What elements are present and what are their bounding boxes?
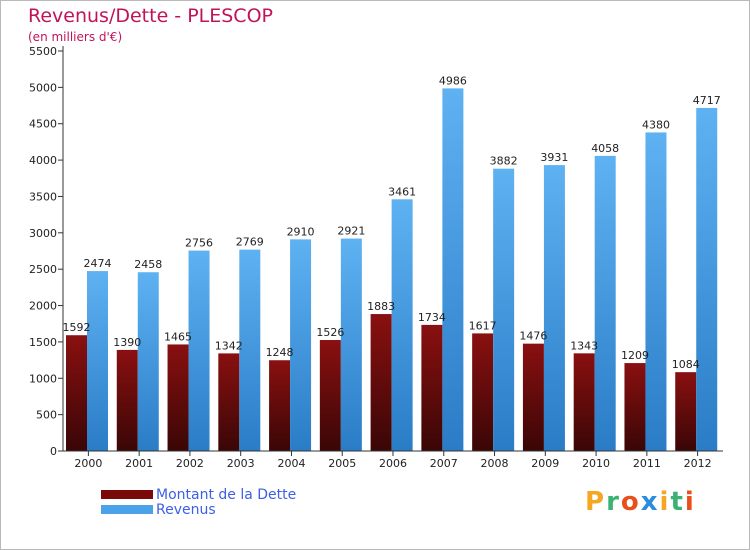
bar-revenus: [645, 132, 667, 452]
data-label-dette: 1617: [469, 319, 497, 332]
y-tick-label: 0: [50, 445, 57, 458]
data-label-dette: 1084: [672, 358, 700, 371]
x-tick-label: 2001: [125, 457, 153, 470]
bar-revenus: [696, 107, 718, 451]
data-label-dette: 1248: [266, 346, 294, 359]
data-label-dette: 1465: [164, 330, 192, 343]
chart-subtitle: (en milliers d'€): [28, 30, 123, 44]
data-label-revenus: 2910: [287, 225, 315, 238]
bar-revenus: [290, 239, 312, 451]
bar-dette: [218, 353, 240, 451]
data-label-dette: 1342: [215, 339, 243, 352]
bar-dette: [624, 363, 646, 451]
data-label-dette: 1734: [418, 311, 446, 324]
bar-dette: [675, 372, 697, 451]
data-label-revenus: 2921: [337, 225, 365, 238]
logo-letter: r: [606, 487, 621, 517]
x-tick-label: 2009: [531, 457, 559, 470]
bar-dette: [269, 360, 291, 451]
x-tick-label: 2010: [582, 457, 610, 470]
logo-letter: x: [640, 487, 660, 517]
bar-dette: [370, 314, 392, 451]
x-tick-label: 2003: [227, 457, 255, 470]
data-label-revenus: 2458: [134, 258, 162, 271]
x-tick-label: 2006: [379, 457, 407, 470]
bar-revenus: [543, 165, 565, 452]
x-tick-label: 2005: [328, 457, 356, 470]
bar-dette: [421, 324, 443, 451]
x-tick-label: 2012: [684, 457, 712, 470]
data-label-revenus: 4717: [693, 94, 721, 107]
y-tick-label: 2500: [29, 263, 57, 276]
bar-dette: [573, 353, 595, 451]
data-label-revenus: 4986: [439, 74, 467, 87]
x-tick-label: 2000: [74, 457, 102, 470]
logo-letter: o: [620, 487, 641, 517]
data-label-revenus: 2756: [185, 237, 213, 250]
x-tick-label: 2007: [430, 457, 458, 470]
logo-letter: i: [659, 487, 671, 517]
y-tick-label: 2000: [29, 300, 57, 313]
legend-item-revenus: Revenus: [101, 501, 296, 518]
data-label-dette: 1476: [519, 330, 547, 343]
bar-revenus: [442, 88, 464, 451]
bar-revenus: [340, 238, 362, 451]
bar-dette: [167, 344, 189, 451]
y-tick-label: 3500: [29, 190, 57, 203]
y-tick-label: 5000: [29, 81, 57, 94]
x-tick-label: 2002: [176, 457, 204, 470]
data-label-revenus: 2769: [236, 236, 264, 249]
data-label-dette: 1883: [367, 300, 395, 313]
legend-item-dette: Montant de la Dette: [101, 486, 297, 503]
y-tick-label: 5500: [29, 45, 57, 58]
legend-swatch-revenus: [101, 505, 153, 514]
bar-revenus: [391, 199, 413, 451]
bar-revenus: [188, 250, 210, 451]
data-label-dette: 1390: [113, 336, 141, 349]
legend-label-revenus: Revenus: [156, 501, 216, 518]
data-label-revenus: 3882: [490, 155, 518, 168]
bar-revenus: [594, 155, 616, 451]
logo-letter: t: [670, 487, 685, 517]
legend-label-dette: Montant de la Dette: [156, 486, 297, 503]
data-label-dette: 1209: [621, 349, 649, 362]
bar-revenus: [493, 168, 515, 451]
bar-dette: [116, 349, 138, 451]
logo-letter: P: [585, 487, 607, 517]
y-tick-label: 500: [36, 409, 57, 422]
bar-revenus: [87, 271, 108, 451]
x-tick-label: 2004: [277, 457, 305, 470]
data-label-revenus: 2474: [84, 257, 112, 270]
data-label-revenus: 4058: [591, 142, 619, 155]
y-tick-label: 1000: [29, 372, 57, 385]
bar-dette: [522, 343, 544, 451]
data-label-revenus: 3461: [388, 185, 416, 198]
y-tick-label: 4500: [29, 118, 57, 131]
proxiti-logo: Proxiti: [585, 487, 696, 517]
data-label-dette: 1526: [316, 326, 344, 339]
y-tick-label: 3000: [29, 227, 57, 240]
data-label-revenus: 3931: [540, 151, 568, 164]
data-label-revenus: 4380: [642, 118, 670, 131]
logo-letter: i: [684, 487, 696, 517]
bar-dette: [472, 333, 494, 451]
data-label-dette: 1592: [63, 321, 91, 334]
bar-revenus: [239, 249, 261, 451]
data-label-dette: 1343: [570, 339, 598, 352]
chart-title: Revenus/Dette - PLESCOP: [28, 5, 273, 27]
bar-dette: [66, 335, 87, 451]
legend-swatch-dette: [101, 490, 153, 499]
bar-dette: [319, 340, 341, 451]
x-tick-label: 2011: [633, 457, 661, 470]
legend: Montant de la Dette Revenus: [101, 486, 297, 518]
x-tick-label: 2008: [481, 457, 509, 470]
y-tick-label: 1500: [29, 336, 57, 349]
y-tick-label: 4000: [29, 154, 57, 167]
bar-revenus: [137, 272, 159, 451]
